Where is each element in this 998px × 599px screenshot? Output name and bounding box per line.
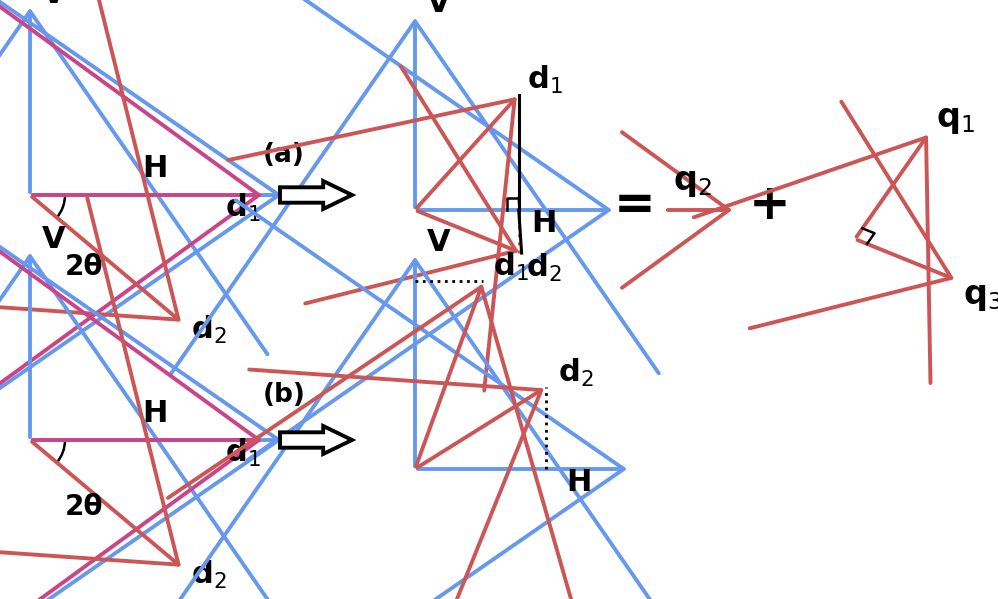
Text: d$_2$: d$_2$ [559, 357, 594, 389]
Polygon shape [280, 181, 352, 209]
Text: d$_1$: d$_1$ [527, 64, 563, 96]
Text: V: V [42, 0, 66, 9]
Text: H: H [567, 468, 592, 497]
Text: d$_2$: d$_2$ [192, 558, 227, 591]
Text: d$_2$: d$_2$ [526, 252, 561, 284]
Text: q$_1$: q$_1$ [935, 102, 974, 135]
Polygon shape [280, 426, 352, 454]
Text: +: + [749, 181, 790, 229]
Text: d$_2$: d$_2$ [192, 313, 227, 346]
Text: 2θ: 2θ [65, 253, 104, 281]
Text: =: = [614, 181, 656, 229]
Text: H: H [143, 399, 168, 428]
Text: q$_2$: q$_2$ [673, 166, 712, 199]
Text: V: V [42, 225, 66, 254]
Text: (b): (b) [263, 382, 305, 408]
Text: V: V [427, 228, 451, 257]
Text: d$_1$: d$_1$ [225, 192, 260, 224]
Text: 2θ: 2θ [65, 493, 104, 521]
Text: (a): (a) [263, 142, 304, 168]
Text: V: V [427, 0, 451, 18]
Text: d$_1$: d$_1$ [493, 251, 529, 283]
Text: d$_1$: d$_1$ [225, 437, 260, 469]
Text: q$_3$: q$_3$ [963, 280, 998, 313]
Text: H: H [532, 209, 557, 238]
Text: H: H [143, 154, 168, 183]
